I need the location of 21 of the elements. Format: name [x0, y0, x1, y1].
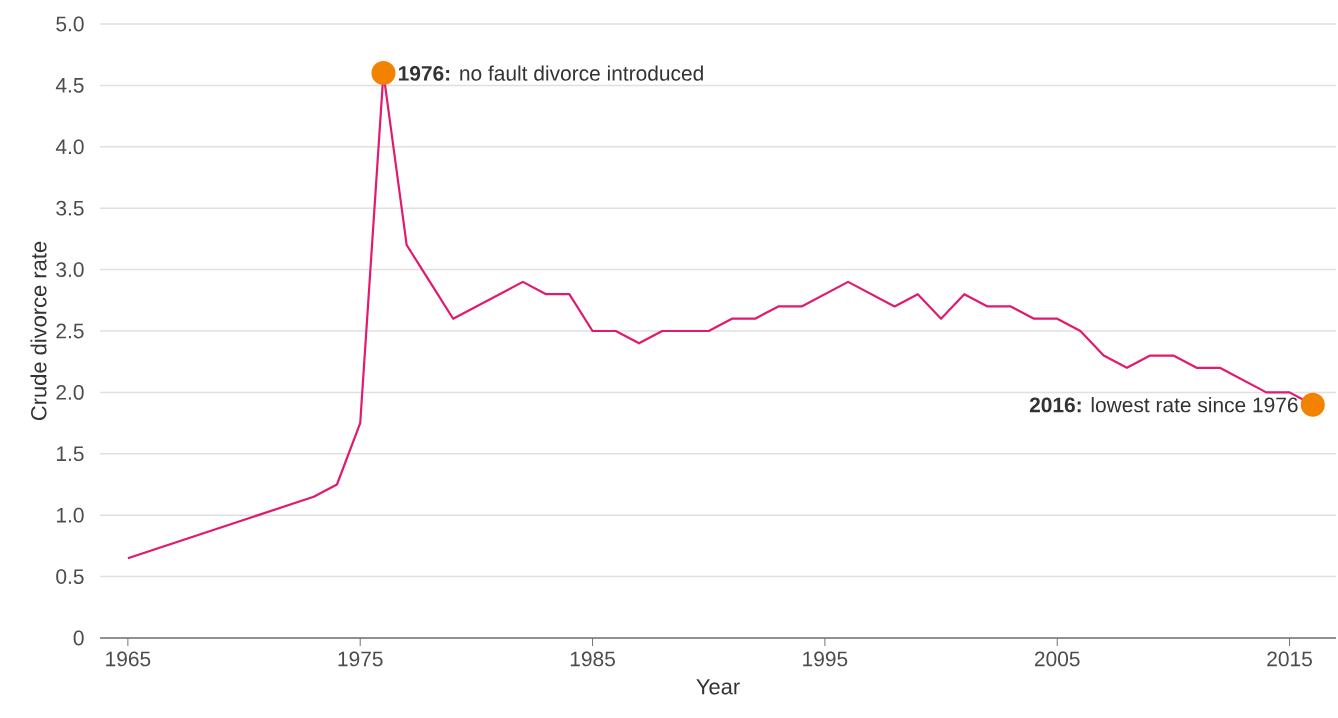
annotation: 1976: no fault divorce introduced	[398, 65, 703, 81]
y-tick-label: 4.5	[55, 78, 84, 93]
y-tick-label: 2.0	[56, 384, 84, 400]
x-axis-title: Year	[696, 679, 740, 695]
x-tick-label: 2015	[1267, 651, 1312, 667]
y-axis-title: Crude divorce rate	[30, 241, 47, 421]
x-tick-label: 1965	[106, 651, 151, 667]
y-tick-label: 1.0	[57, 507, 84, 523]
x-tick-label: 1985	[570, 651, 615, 667]
y-tick-label: 2.5	[56, 323, 84, 339]
x-tick-label: 1975	[338, 651, 383, 667]
y-tick-label: 5.0	[56, 16, 84, 32]
x-tick-label: 2005	[1034, 651, 1080, 667]
y-tick-label: 4.0	[55, 139, 84, 155]
y-tick-label: 3.0	[56, 262, 84, 277]
y-tick-label: 1.5	[57, 446, 84, 462]
y-tick-label: 3.5	[56, 200, 84, 216]
y-tick-label: 0.5	[56, 569, 84, 584]
annotation: 2016: lowest rate since 1976	[1029, 397, 1298, 413]
x-tick-label: 1995	[803, 651, 848, 667]
y-tick-label: 0	[73, 630, 84, 646]
